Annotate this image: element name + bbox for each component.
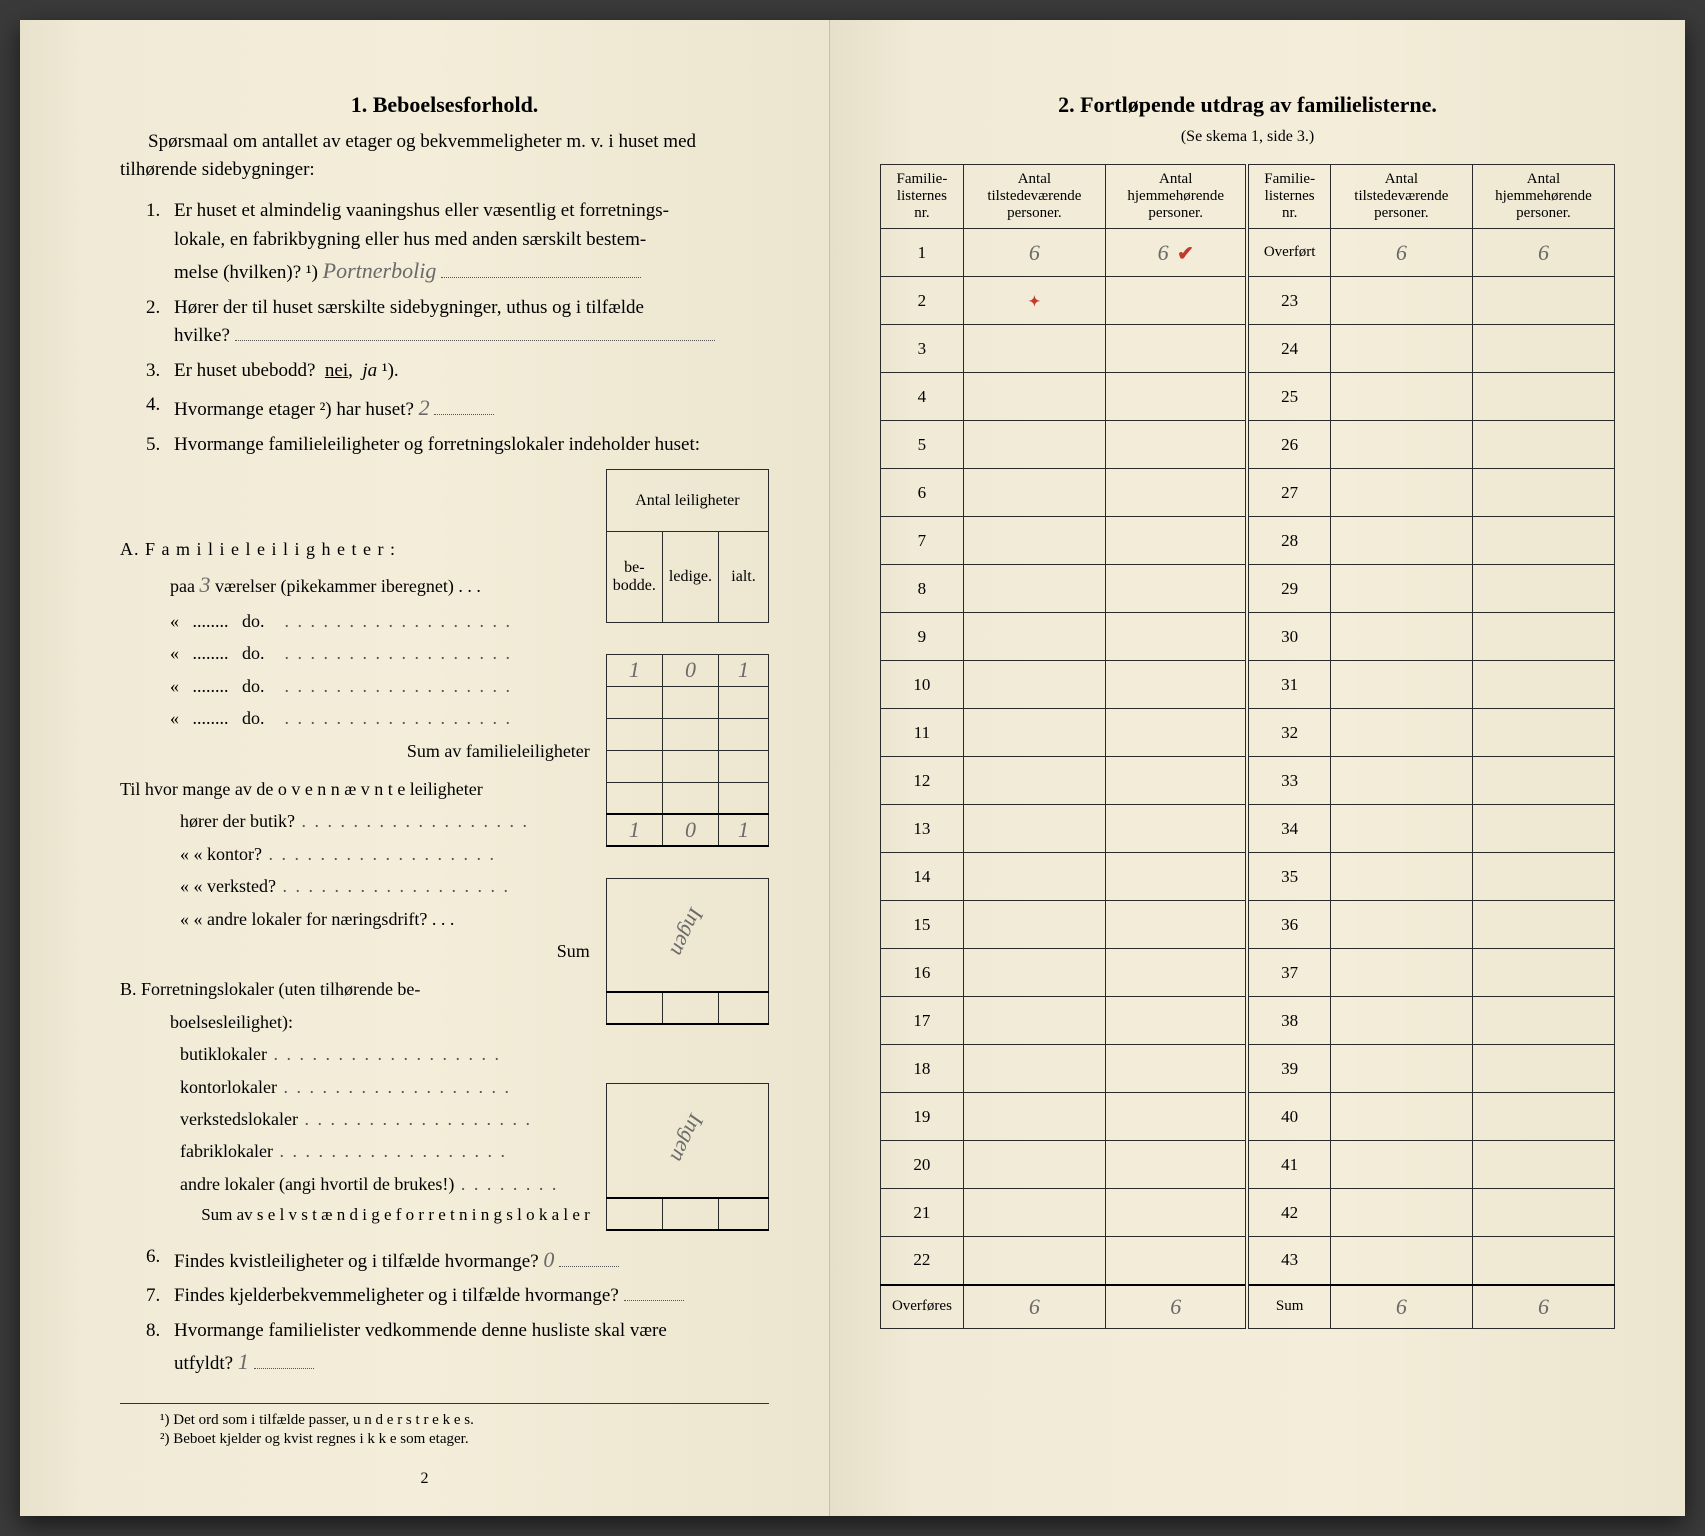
q4: 4. Hvormange etager ²) har huset? 2 <box>146 391 769 425</box>
table-row: 324 <box>881 325 1615 373</box>
q4-answer: 2 <box>419 391 430 424</box>
table-row <box>606 750 768 782</box>
document-spread: 1. Beboelsesforhold. Spørsmaal om antall… <box>20 20 1685 1516</box>
table-row: 2✦23 <box>881 277 1615 325</box>
table-row: 425 <box>881 373 1615 421</box>
table-row: 1738 <box>881 997 1615 1045</box>
question-list-2: 6. Findes kvistleiligheter og i tilfælde… <box>120 1243 769 1379</box>
q8: 8. Hvormange familielister vedkommende d… <box>146 1317 769 1379</box>
mini-table-labels: A. F a m i l i e l e i l i g h e t e r :… <box>120 469 606 1231</box>
family-list-table: Familie-listernesnr. Antaltilstedeværend… <box>880 164 1615 1329</box>
right-page: 2. Fortløpende utdrag av familielisterne… <box>830 20 1685 1516</box>
table-row: 1031 <box>881 661 1615 709</box>
table-row <box>606 782 768 814</box>
table-row: 1940 <box>881 1093 1615 1141</box>
right-title: 2. Fortløpende utdrag av familielisterne… <box>880 92 1615 118</box>
table-row: 1334 <box>881 805 1615 853</box>
table-row: 1 0 1 <box>606 654 768 686</box>
q5: 5. Hvormange familieleiligheter og forre… <box>146 431 769 460</box>
table-row: 627 <box>881 469 1615 517</box>
table-sum-row: Overføres66Sum66 <box>881 1285 1615 1329</box>
q6: 6. Findes kvistleiligheter og i tilfælde… <box>146 1243 769 1277</box>
table-row <box>606 1198 768 1230</box>
table-row: 1 0 1 <box>606 814 768 846</box>
q1: 1. Er huset et almindelig vaaningshus el… <box>146 197 769 288</box>
table-row: 728 <box>881 517 1615 565</box>
table-row: 1839 <box>881 1045 1615 1093</box>
table-row: 2243 <box>881 1237 1615 1285</box>
intro-text: Spørsmaal om antallet av etager og bekve… <box>120 128 769 183</box>
table-row <box>606 992 768 1024</box>
table-row: 829 <box>881 565 1615 613</box>
table-row: 1132 <box>881 709 1615 757</box>
table-row: 1536 <box>881 901 1615 949</box>
table-row <box>606 718 768 750</box>
page-number: 2 <box>421 1470 429 1488</box>
table-row: 526 <box>881 421 1615 469</box>
mini-table: Antal leiligheter be-bodde. ledige. ialt… <box>606 469 769 1231</box>
q2: 2. Hører der til huset særskilte sidebyg… <box>146 294 769 351</box>
table-row: 2142 <box>881 1189 1615 1237</box>
left-page: 1. Beboelsesforhold. Spørsmaal om antall… <box>20 20 830 1516</box>
q3: 3. Er huset ubebodd? nei, ja ¹). <box>146 357 769 386</box>
table-row: 166 ✔Overført66 <box>881 229 1615 277</box>
table-row <box>606 686 768 718</box>
table-row: 2041 <box>881 1141 1615 1189</box>
table-row: 1435 <box>881 853 1615 901</box>
table-row: 930 <box>881 613 1615 661</box>
q7: 7. Findes kjelderbekvemmeligheter og i t… <box>146 1282 769 1311</box>
footnotes: ¹) Det ord som i tilfælde passer, u n d … <box>120 1403 769 1448</box>
q6-answer: 0 <box>543 1243 554 1276</box>
table-row: 1233 <box>881 757 1615 805</box>
question-list: 1. Er huset et almindelig vaaningshus el… <box>120 197 769 459</box>
q8-answer: 1 <box>238 1345 249 1378</box>
q1-answer: Portnerbolig <box>323 254 437 287</box>
mini-table-block: A. F a m i l i e l e i l i g h e t e r :… <box>120 469 769 1231</box>
table-row: 1637 <box>881 949 1615 997</box>
right-subtitle: (Se skema 1, side 3.) <box>880 128 1615 146</box>
left-title: 1. Beboelsesforhold. <box>120 92 769 118</box>
